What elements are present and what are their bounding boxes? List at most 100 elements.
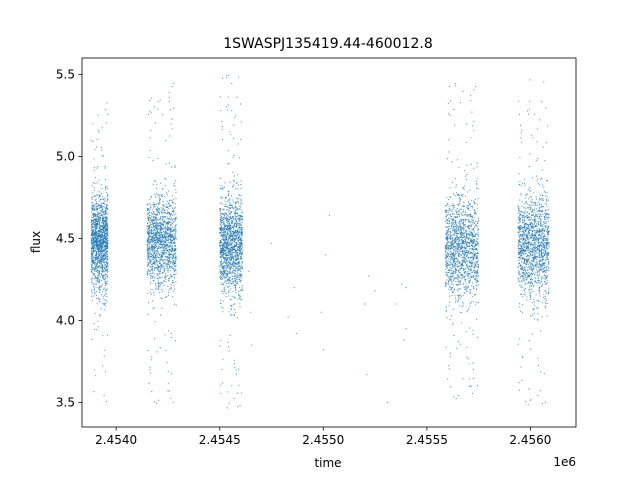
data-point-cluster-3 — [231, 222, 233, 224]
data-point-cluster-3 — [240, 243, 242, 245]
data-point-cluster-2 — [150, 293, 153, 295]
data-point-cluster-3 — [241, 268, 243, 270]
data-point-cluster-2 — [164, 261, 166, 263]
data-point-cluster-1 — [102, 217, 104, 220]
data-point-cluster-3 — [229, 218, 231, 220]
data-point-cluster-3 — [221, 275, 223, 277]
data-point-cluster-1 — [91, 281, 93, 283]
data-point-cluster-2 — [163, 216, 165, 218]
data-point-cluster-4 — [448, 368, 450, 370]
data-point-cluster-1 — [103, 213, 105, 215]
data-point-cluster-1 — [98, 255, 100, 257]
data-point-cluster-2 — [148, 242, 150, 244]
data-point-cluster-1 — [96, 267, 98, 269]
data-point-cluster-2 — [149, 198, 151, 200]
data-point-cluster-3 — [234, 254, 236, 256]
data-point-cluster-2 — [154, 243, 157, 245]
data-point-cluster-2 — [168, 202, 170, 205]
data-point-cluster-3 — [224, 265, 226, 267]
data-point-cluster-4 — [472, 207, 474, 209]
data-point-cluster-3 — [238, 214, 240, 216]
data-point-cluster-3 — [226, 245, 228, 247]
data-point-cluster-2 — [160, 283, 162, 285]
data-point-cluster-4 — [464, 269, 466, 271]
data-point-cluster-3 — [228, 265, 230, 267]
data-point-cluster-3 — [222, 249, 224, 251]
data-point-cluster-1 — [101, 127, 103, 129]
data-point-cluster-2 — [153, 273, 155, 275]
data-point-cluster-3 — [237, 277, 239, 279]
data-point-cluster-2 — [150, 260, 152, 262]
data-point-cluster-3 — [238, 252, 240, 254]
data-point-cluster-3 — [237, 198, 239, 200]
data-point-cluster-2 — [172, 262, 174, 264]
data-point-cluster-3 — [229, 233, 231, 235]
data-point-cluster-2 — [160, 216, 162, 218]
data-point-cluster-3 — [235, 217, 237, 219]
data-point-cluster-2 — [159, 217, 162, 219]
data-point-cluster-2 — [165, 296, 167, 299]
data-point-cluster-2 — [166, 216, 168, 218]
data-point-cluster-2 — [155, 180, 157, 182]
data-point-cluster-2 — [160, 239, 162, 242]
data-point-cluster-4 — [466, 204, 468, 206]
data-point-cluster-1 — [107, 270, 109, 272]
data-point-cluster-3 — [236, 96, 238, 98]
data-point-cluster-1 — [105, 238, 107, 240]
data-point-cluster-3 — [231, 257, 233, 259]
data-point-cluster-3 — [233, 362, 236, 364]
data-point-cluster-2 — [164, 232, 166, 234]
data-point-cluster-2 — [148, 156, 150, 158]
data-point-cluster-2 — [154, 230, 157, 232]
data-point-cluster-1 — [97, 297, 99, 299]
data-point-cluster-1 — [102, 261, 104, 263]
data-point-cluster-1 — [106, 236, 108, 238]
data-point-cluster-1 — [107, 239, 109, 242]
data-point-cluster-2 — [159, 199, 161, 201]
data-point-cluster-1 — [91, 211, 93, 213]
data-point-cluster-2 — [153, 106, 156, 108]
data-point-cluster-3 — [236, 277, 238, 279]
data-point-cluster-1 — [105, 256, 107, 258]
data-point-cluster-3 — [227, 286, 229, 288]
data-point-cluster-3 — [219, 268, 221, 270]
data-point-cluster-2 — [156, 250, 158, 252]
data-point-cluster-2 — [174, 241, 176, 243]
data-point-cluster-1 — [93, 258, 95, 260]
data-point-cluster-1 — [105, 223, 107, 225]
data-point-cluster-2 — [147, 208, 150, 210]
data-point-cluster-4 — [454, 254, 456, 256]
data-point-cluster-4 — [455, 252, 457, 255]
data-point-cluster-3 — [238, 238, 240, 240]
data-point-cluster-4 — [453, 266, 455, 269]
data-point-cluster-4 — [448, 151, 450, 153]
data-point-cluster-2 — [153, 237, 155, 239]
data-point-cluster-3 — [221, 245, 223, 247]
data-point-cluster-2 — [153, 262, 155, 264]
data-point-cluster-2 — [149, 259, 151, 261]
data-point-cluster-2 — [175, 233, 177, 235]
data-point-cluster-1 — [101, 249, 103, 251]
data-point-cluster-3 — [233, 117, 235, 119]
data-point-cluster-4 — [468, 230, 470, 232]
data-point-cluster-3 — [235, 280, 237, 282]
data-point-cluster-3 — [237, 202, 239, 204]
data-point-cluster-4 — [461, 267, 463, 269]
data-point-cluster-3 — [223, 239, 225, 241]
data-point-cluster-3 — [238, 290, 240, 292]
data-point-cluster-2 — [156, 211, 158, 213]
data-point-cluster-1 — [107, 334, 109, 337]
data-point-cluster-3 — [222, 256, 224, 258]
data-point-cluster-3 — [222, 231, 224, 234]
data-point-cluster-3 — [224, 242, 226, 244]
data-point-cluster-4 — [471, 228, 473, 230]
data-point-cluster-2 — [151, 236, 153, 238]
data-point-cluster-3 — [220, 230, 222, 232]
data-point-cluster-1 — [98, 250, 100, 252]
data-point-cluster-2 — [153, 205, 155, 207]
data-point-cluster-2 — [163, 253, 165, 255]
data-point-cluster-4 — [460, 295, 462, 298]
data-point-cluster-4 — [460, 254, 462, 256]
data-point-cluster-3 — [229, 276, 231, 279]
